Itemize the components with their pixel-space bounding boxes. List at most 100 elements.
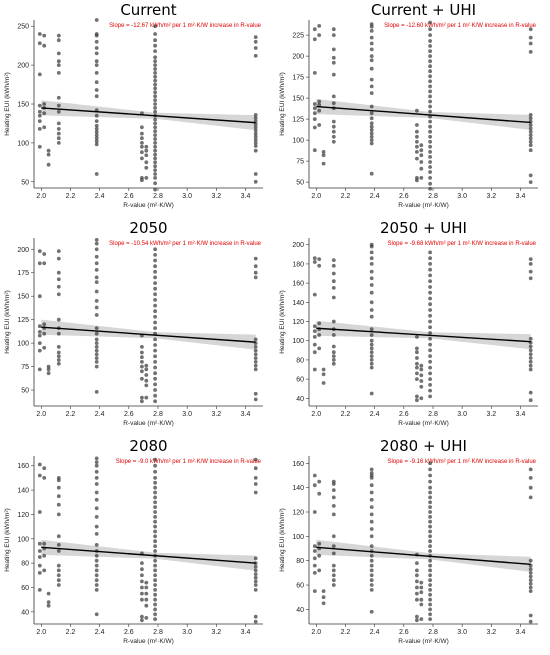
data-point: [144, 144, 149, 149]
data-point: [415, 144, 419, 149]
data-point: [369, 256, 374, 261]
y-tick-label: 100: [292, 338, 304, 345]
data-point: [153, 354, 158, 359]
data-point: [153, 365, 158, 370]
data-point: [153, 90, 158, 95]
data-point: [56, 51, 61, 56]
x-tick-label: 2.8: [428, 629, 438, 636]
data-point: [312, 510, 317, 514]
data-point: [37, 588, 42, 592]
data-point: [94, 469, 99, 474]
data-point: [317, 123, 322, 127]
data-point: [428, 505, 432, 509]
data-point: [94, 32, 99, 36]
data-point: [56, 256, 61, 261]
data-point: [369, 77, 374, 82]
data-point: [94, 172, 99, 176]
data-point: [317, 24, 322, 28]
data-point: [369, 242, 374, 247]
y-tick-label: 60: [296, 377, 304, 384]
data-point: [369, 290, 374, 295]
data-point: [94, 568, 99, 573]
data-point: [144, 373, 149, 377]
x-tick-label: 2.0: [36, 411, 46, 418]
data-point: [419, 367, 424, 372]
data-point: [528, 148, 533, 153]
data-point: [331, 350, 336, 355]
data-point: [369, 588, 374, 592]
data-point: [369, 391, 374, 396]
x-tick-label: 3.0: [182, 629, 192, 636]
data-point: [37, 113, 42, 118]
data-point: [428, 544, 432, 548]
x-tick-label: 3.2: [486, 629, 496, 636]
data-point: [56, 38, 61, 43]
data-point: [528, 585, 533, 590]
data-point: [415, 335, 419, 339]
data-point: [94, 460, 99, 464]
y-tick-label: 80: [21, 561, 29, 568]
data-point: [528, 126, 533, 131]
data-point: [428, 515, 432, 519]
data-point: [331, 94, 336, 99]
data-point: [153, 117, 158, 122]
data-point: [153, 539, 158, 544]
data-point: [253, 137, 258, 142]
chart-title: 2050: [129, 219, 167, 237]
data-point: [419, 617, 424, 621]
data-point: [253, 116, 258, 120]
data-point: [153, 264, 158, 269]
data-point: [94, 515, 99, 519]
data-point: [428, 467, 432, 472]
data-point: [428, 33, 432, 37]
data-point: [369, 121, 374, 126]
data-point: [153, 144, 158, 149]
data-point: [415, 150, 419, 154]
data-point: [144, 395, 149, 400]
data-point: [428, 155, 432, 159]
data-point: [317, 33, 322, 37]
data-point: [94, 588, 99, 592]
data-point: [253, 363, 258, 368]
data-point: [428, 296, 432, 301]
data-point: [428, 473, 432, 478]
data-point: [153, 544, 158, 548]
data-point: [94, 578, 99, 583]
data-point: [428, 150, 432, 154]
data-point: [528, 262, 533, 266]
data-point: [94, 558, 99, 563]
data-point: [369, 47, 374, 52]
data-point: [56, 284, 61, 289]
data-point: [331, 568, 336, 573]
data-point: [528, 398, 533, 403]
data-point: [428, 94, 432, 99]
data-point: [94, 553, 99, 558]
data-point: [140, 131, 144, 136]
data-point: [153, 597, 158, 602]
data-point: [94, 573, 99, 578]
regression-line: [41, 326, 256, 343]
data-point: [369, 84, 374, 89]
x-tick-label: 3.2: [211, 629, 221, 636]
data-point: [144, 585, 149, 590]
data-point: [94, 46, 99, 50]
data-point: [153, 480, 158, 485]
data-point: [153, 275, 158, 280]
data-point: [428, 383, 432, 387]
data-point: [37, 510, 42, 514]
data-point: [331, 271, 336, 276]
data-point: [312, 27, 317, 32]
x-tick-label: 2.4: [370, 193, 380, 200]
data-point: [253, 172, 258, 176]
data-point: [428, 79, 432, 84]
data-point: [312, 563, 317, 568]
data-point: [369, 346, 374, 351]
data-point: [317, 108, 322, 113]
data-point: [253, 568, 258, 573]
data-point: [317, 479, 322, 484]
data-point: [428, 602, 432, 607]
data-point: [153, 152, 158, 157]
data-point: [312, 102, 317, 106]
data-point: [253, 35, 258, 39]
chart-title: Current: [120, 1, 176, 19]
